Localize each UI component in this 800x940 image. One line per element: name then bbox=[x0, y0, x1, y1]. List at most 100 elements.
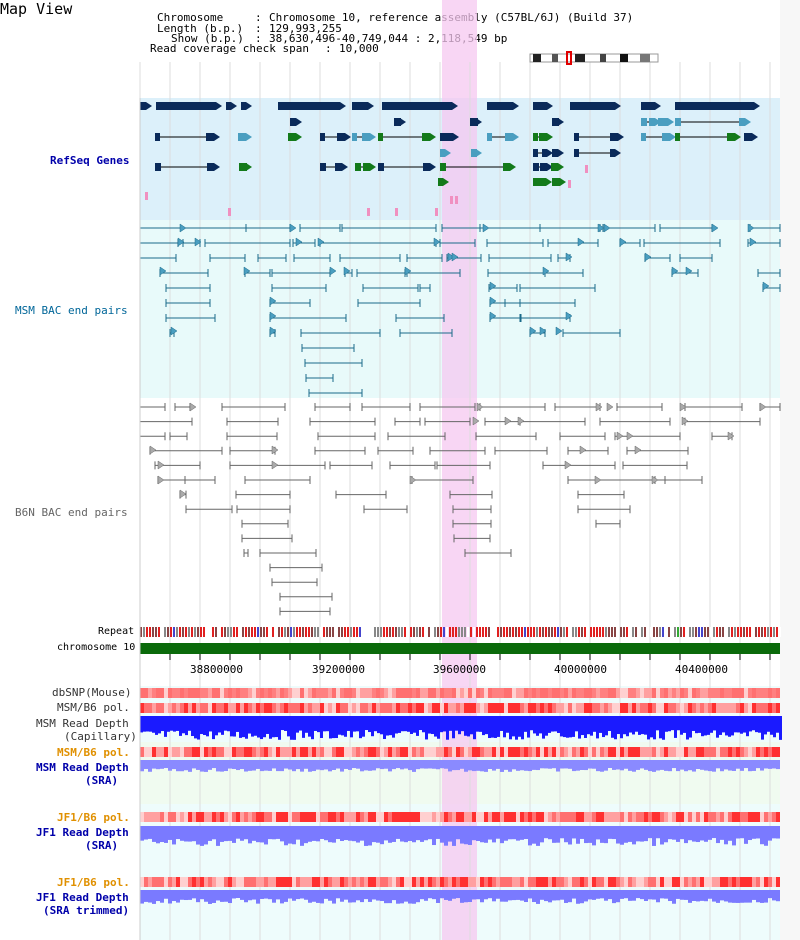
repeat-segment bbox=[263, 627, 265, 637]
repeat-segment bbox=[314, 627, 316, 637]
jf1-pol2-cell bbox=[716, 877, 720, 887]
jf1-depth-bar bbox=[304, 826, 308, 844]
jf1-pol-cell bbox=[752, 812, 756, 822]
label-msm-bac[interactable]: MSM BAC end pairs bbox=[15, 304, 128, 317]
b6n-marker-16 bbox=[634, 445, 642, 455]
label-jf1-depth-trim-2: (SRA trimmed) bbox=[43, 904, 130, 917]
repeat-segment bbox=[467, 627, 469, 637]
dbsnp-cell bbox=[692, 688, 696, 698]
msm-pol2-cell bbox=[640, 747, 644, 757]
dbsnp-cell bbox=[396, 688, 400, 698]
gene-r3-0-exon bbox=[206, 133, 214, 141]
jf1-depth-trim-bar bbox=[672, 890, 676, 904]
msm-pol-cell bbox=[728, 703, 732, 713]
dbsnp-cell bbox=[648, 688, 652, 698]
jf1-depth-bar bbox=[612, 826, 616, 840]
ideogram-band bbox=[552, 54, 558, 62]
msm-pol-cell bbox=[660, 703, 664, 713]
b6n-marker-15 bbox=[579, 445, 587, 455]
msm-depth-sra-bar bbox=[680, 760, 684, 770]
msm-depth-cap-bar bbox=[296, 716, 299, 733]
msm-pol2-cell bbox=[224, 747, 228, 757]
msm-depth-cap-bar bbox=[332, 716, 335, 739]
jf1-pol-cell bbox=[564, 812, 568, 822]
msm-depth-cap-bar bbox=[752, 716, 755, 731]
msm-pol-cell bbox=[748, 703, 752, 713]
jf1-depth-trim-bar bbox=[352, 890, 356, 903]
msm-pol-cell bbox=[512, 703, 516, 713]
msm-pol2-cell bbox=[196, 747, 200, 757]
gene-r4-4-arrow bbox=[615, 149, 621, 157]
msm-pol2-cell bbox=[648, 747, 652, 757]
jf1-pol-cell bbox=[312, 812, 316, 822]
jf1-pol-cell bbox=[228, 812, 232, 822]
msm-pol2-cell bbox=[720, 747, 724, 757]
jf1-pol-cell bbox=[444, 812, 448, 822]
dbsnp-cell bbox=[208, 688, 212, 698]
msm-pol2-cell bbox=[324, 747, 328, 757]
b6n-marker-6 bbox=[472, 416, 480, 426]
repeat-segment bbox=[224, 627, 226, 637]
jf1-depth-trim-bar bbox=[772, 890, 776, 901]
jf1-pol2-cell bbox=[184, 877, 188, 887]
dbsnp-cell bbox=[512, 688, 516, 698]
msm-pol2-cell bbox=[180, 747, 184, 757]
repeat-segment bbox=[770, 627, 772, 637]
jf1-depth-trim-bar bbox=[420, 890, 424, 900]
msm-pol2-cell bbox=[356, 747, 360, 757]
jf1-depth-bar bbox=[512, 826, 516, 840]
dbsnp-cell bbox=[192, 688, 196, 698]
dbsnp-cell bbox=[436, 688, 440, 698]
msm-depth-cap-bar bbox=[767, 716, 770, 732]
msm-depth-sra-bar bbox=[596, 760, 600, 772]
label-b6n-bac[interactable]: B6N BAC end pairs bbox=[15, 506, 128, 519]
msm-pol-cell bbox=[400, 703, 404, 713]
jf1-pol2-cell bbox=[692, 877, 696, 887]
msm-depth-cap-bar bbox=[404, 716, 407, 732]
repeat-segment bbox=[479, 627, 481, 637]
gene-r4-1-exon bbox=[471, 149, 476, 157]
msm-depth-sra-bar bbox=[240, 760, 244, 770]
msm-pol-cell bbox=[296, 703, 300, 713]
msm-pol-cell bbox=[356, 703, 360, 713]
msm-pol-cell bbox=[148, 703, 152, 713]
msm-depth-cap-bar bbox=[500, 716, 503, 731]
jf1-pol-cell bbox=[316, 812, 320, 822]
jf1-pol2-cell bbox=[556, 877, 560, 887]
gene-r3-12-arrow bbox=[752, 133, 758, 141]
jf1-pol-cell bbox=[300, 812, 304, 822]
msm-pol2-cell bbox=[620, 747, 624, 757]
msm-depth-sra-bar bbox=[756, 760, 760, 769]
gene-r4-4-exon bbox=[574, 149, 579, 157]
jf1-pol2-cell bbox=[320, 877, 324, 887]
msm-depth-cap-bar bbox=[278, 716, 281, 740]
msm-depth-cap-bar bbox=[371, 716, 374, 737]
msm-pol2-cell bbox=[684, 747, 688, 757]
msm-depth-cap-bar bbox=[491, 716, 494, 738]
jf1-pol-cell bbox=[652, 812, 656, 822]
msm-depth-sra-bar bbox=[340, 760, 344, 772]
msm-depth-cap-bar bbox=[665, 716, 668, 732]
jf1-depth-bar bbox=[244, 826, 248, 840]
gene-r4-0-exon bbox=[440, 149, 445, 157]
jf1-depth-trim-bar bbox=[600, 890, 604, 899]
msm-depth-cap-bar bbox=[197, 716, 200, 740]
msm-pol-cell bbox=[428, 703, 432, 713]
right-scrollbar[interactable] bbox=[780, 0, 800, 940]
dbsnp-cell bbox=[200, 688, 204, 698]
jf1-pol2-cell bbox=[260, 877, 264, 887]
msm-depth-cap-bar bbox=[680, 716, 683, 735]
jf1-depth-trim-bar bbox=[492, 890, 496, 902]
label-refseq-genes[interactable]: RefSeq Genes bbox=[50, 154, 130, 167]
jf1-pol2-cell bbox=[704, 877, 708, 887]
dbsnp-cell bbox=[772, 688, 776, 698]
jf1-pol2-cell bbox=[336, 877, 340, 887]
msm-depth-sra-bar bbox=[464, 760, 468, 772]
dbsnp-cell bbox=[744, 688, 748, 698]
msm-depth-cap-bar bbox=[368, 716, 371, 733]
msm-pol-cell bbox=[744, 703, 748, 713]
ideogram-band bbox=[600, 54, 606, 62]
jf1-pol-cell bbox=[544, 812, 548, 822]
jf1-depth-bar bbox=[204, 826, 208, 845]
